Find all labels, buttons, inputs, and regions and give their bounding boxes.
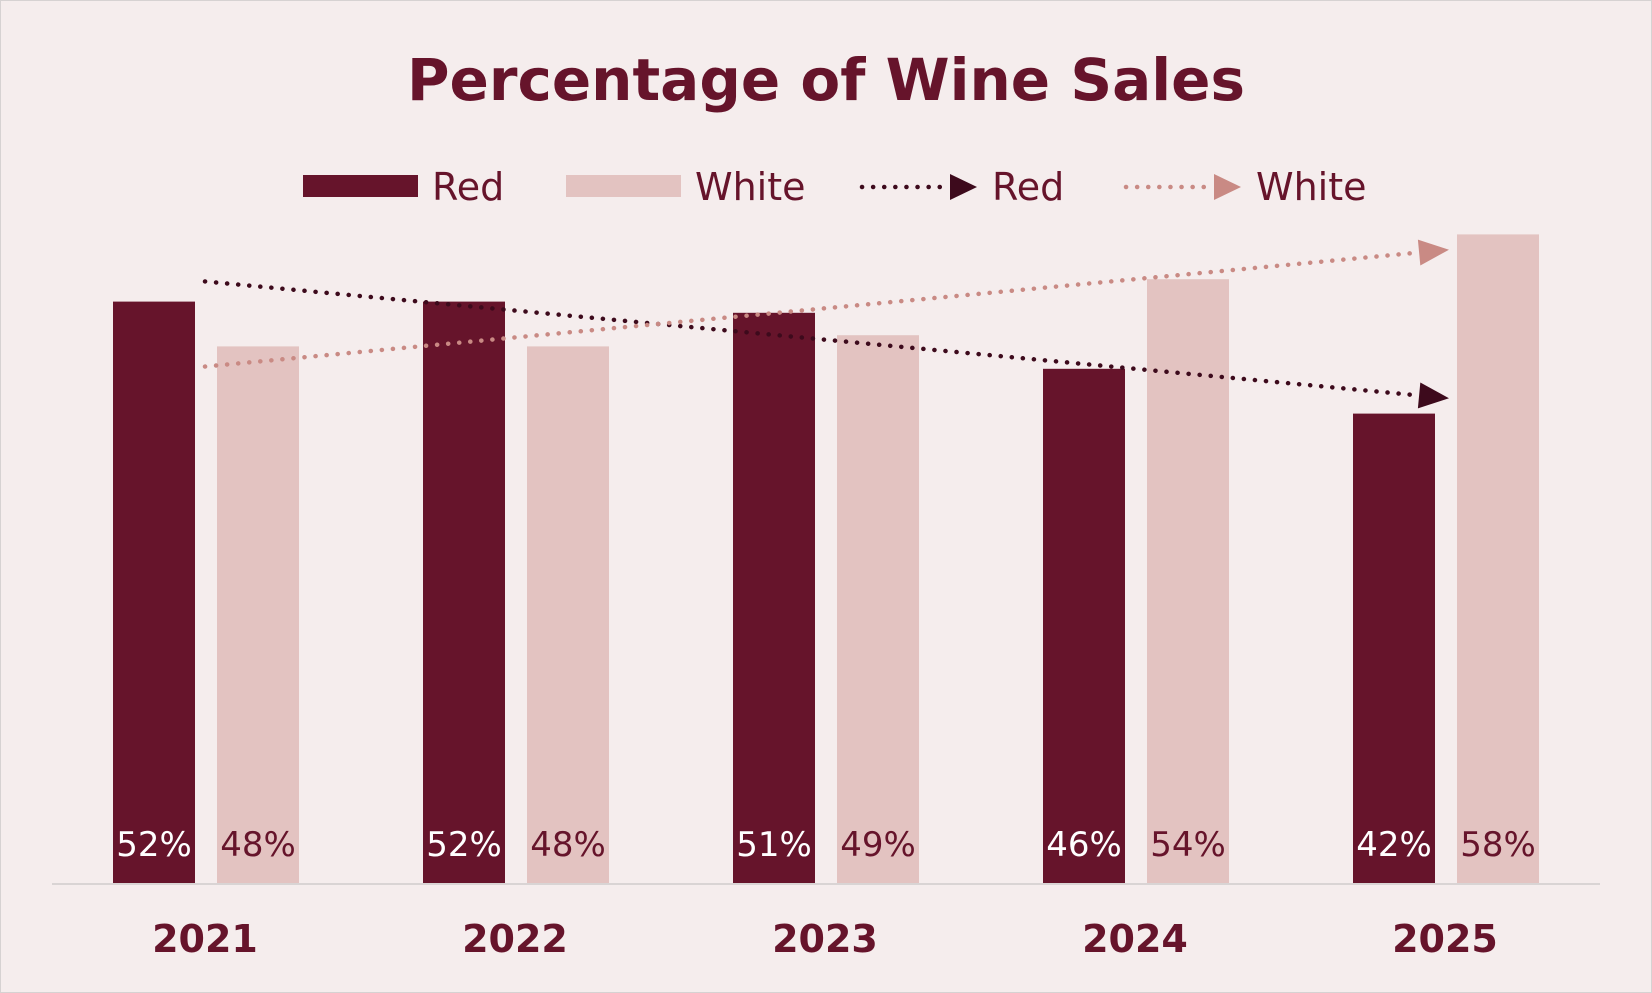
x-tick-2022: 2022 xyxy=(462,917,568,961)
bar-red-2021 xyxy=(113,301,195,885)
data-label-white-2025: 58% xyxy=(1460,825,1536,865)
x-tick-2024: 2024 xyxy=(1082,917,1188,961)
bar-white-2022 xyxy=(527,346,609,884)
data-label-red-2025: 42% xyxy=(1356,825,1432,865)
legend-item-white-trend: White xyxy=(1123,165,1367,209)
bar-red-2024 xyxy=(1043,368,1125,884)
bars: 52% 48% 52% 48% 51% 49% 46% 54% 42% 58% xyxy=(113,234,1539,885)
bar-red-2025 xyxy=(1353,413,1435,884)
legend-trend-white-arrow xyxy=(1214,174,1241,200)
x-tick-2023: 2023 xyxy=(772,917,878,961)
bar-white-2024 xyxy=(1147,279,1229,884)
legend-item-white-bar: White xyxy=(566,165,806,209)
chart-title: Percentage of Wine Sales xyxy=(407,46,1245,114)
data-label-white-2024: 54% xyxy=(1150,825,1226,865)
legend-label-red: Red xyxy=(432,165,504,209)
data-label-white-2022: 48% xyxy=(530,825,606,865)
legend-label-white: White xyxy=(695,165,806,209)
trendline-white xyxy=(202,250,1422,369)
legend-label-white-trend: White xyxy=(1256,165,1367,209)
data-label-red-2024: 46% xyxy=(1046,825,1122,865)
x-tick-2021: 2021 xyxy=(152,917,258,961)
data-label-red-2022: 52% xyxy=(426,825,502,865)
trendline-arrow-red xyxy=(1417,382,1449,409)
legend-label-red-trend: Red xyxy=(992,165,1064,209)
legend-item-red-trend: Red xyxy=(859,165,1064,209)
legend: Red White Red White xyxy=(303,165,1367,209)
x-axis-ticks: 2021 2022 2023 2024 2025 xyxy=(152,917,1498,961)
bar-white-2021 xyxy=(217,346,299,884)
legend-swatch-red xyxy=(303,175,418,197)
legend-trend-red-arrow xyxy=(950,174,977,200)
trendline-red xyxy=(202,279,1422,398)
data-label-red-2023: 51% xyxy=(736,825,812,865)
bar-white-2023 xyxy=(837,335,919,884)
data-label-red-2021: 52% xyxy=(116,825,192,865)
trendlines xyxy=(202,239,1449,409)
bar-red-2022 xyxy=(423,301,505,885)
legend-item-red-bar: Red xyxy=(303,165,504,209)
data-label-white-2021: 48% xyxy=(220,825,296,865)
bar-white-2025 xyxy=(1457,234,1539,884)
bar-red-2023 xyxy=(733,312,815,884)
legend-swatch-white xyxy=(566,175,681,197)
x-tick-2025: 2025 xyxy=(1392,917,1498,961)
trendline-arrow-white xyxy=(1417,239,1449,266)
data-label-white-2023: 49% xyxy=(840,825,916,865)
